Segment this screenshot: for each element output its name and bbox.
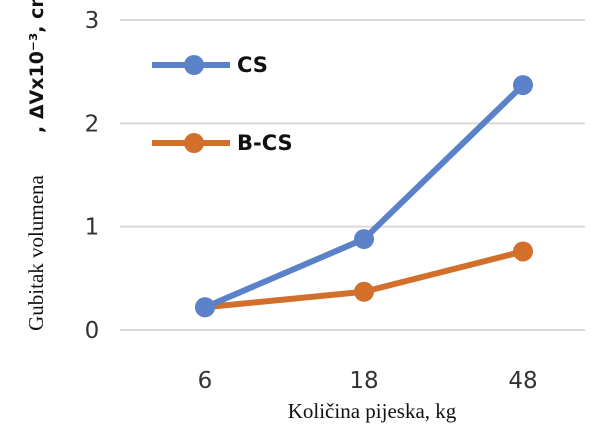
data-point-B-CS bbox=[354, 281, 374, 302]
legend-marker bbox=[184, 55, 204, 75]
y-axis-label-unit: , ΔVx10⁻³, cm³ bbox=[26, 0, 48, 133]
data-point-CS bbox=[354, 229, 374, 250]
series-points bbox=[195, 75, 533, 318]
x-tick-label: 48 bbox=[508, 368, 537, 394]
y-tick-label: 2 bbox=[85, 111, 100, 137]
data-point-CS bbox=[195, 297, 215, 318]
legend-marker bbox=[184, 133, 204, 153]
legend: CS B-CS bbox=[152, 53, 293, 155]
legend-label: B-CS bbox=[237, 131, 293, 155]
x-tick-labels: 6 18 48 bbox=[198, 368, 538, 394]
y-axis-label: Gubitak volumena , ΔVx10⁻³, cm³ bbox=[24, 0, 48, 331]
y-axis-label-main: Gubitak volumena bbox=[24, 174, 48, 330]
y-tick-label: 3 bbox=[85, 8, 100, 34]
x-tick-label: 18 bbox=[349, 368, 378, 394]
legend-label: CS bbox=[237, 53, 268, 77]
data-point-B-CS bbox=[513, 241, 533, 262]
y-tick-label: 0 bbox=[85, 318, 100, 344]
gridlines bbox=[120, 19, 585, 331]
x-tick-label: 6 bbox=[198, 368, 213, 394]
data-point-CS bbox=[513, 75, 533, 96]
y-tick-labels: 0 1 2 3 bbox=[85, 8, 100, 344]
series-line-CS bbox=[202, 82, 526, 311]
x-axis-label: Količina pijeska, kg bbox=[288, 399, 457, 423]
y-tick-label: 1 bbox=[85, 215, 100, 241]
series-lines bbox=[202, 82, 526, 311]
